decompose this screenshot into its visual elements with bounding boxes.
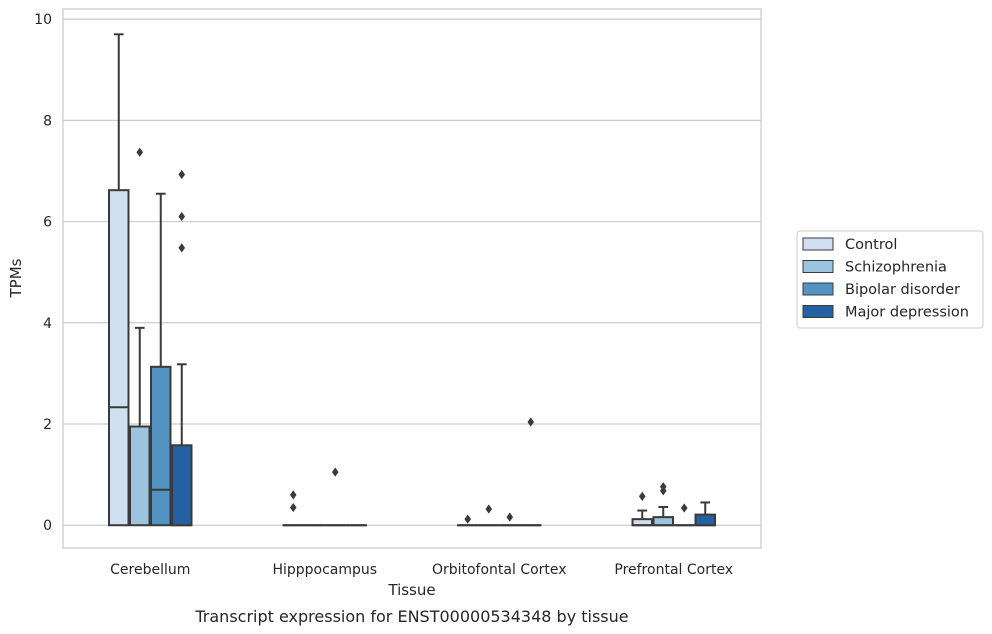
x-tick-label: Prefrontal Cortex	[614, 562, 733, 578]
x-tick-label: Orbitofontal Cortex	[432, 562, 567, 578]
outlier-point	[464, 514, 472, 524]
outlier-point	[506, 512, 514, 522]
outlier-point	[289, 490, 297, 500]
y-tick-label: 0	[43, 518, 52, 534]
x-tick-label: Cerebellum	[110, 562, 190, 578]
box-body	[129, 425, 151, 527]
plot-frame	[62, 8, 762, 549]
legend: Control Schizophrenia Bipolar disorder Majo…	[796, 230, 984, 329]
box-3-1	[652, 482, 674, 527]
outlier-point	[527, 417, 535, 427]
y-tick-label: 4	[43, 316, 52, 332]
box-3-0	[631, 491, 653, 527]
box-3-2	[673, 503, 695, 527]
box-3-3	[694, 501, 716, 527]
box-0-3	[171, 169, 193, 527]
outlier-point	[659, 482, 667, 492]
legend-swatch	[802, 237, 834, 251]
y-tick-label: 6	[43, 215, 52, 231]
y-axis-label: TPMs	[7, 258, 25, 298]
outlier-point	[289, 502, 297, 513]
box-2-3	[520, 417, 542, 527]
outlier-point	[680, 503, 688, 513]
box-1-0	[282, 490, 304, 527]
tick-labels: 0 2 4 6 8 10 Cerebellum Hipppocampus Orbitofonta…	[34, 12, 733, 578]
box-1-2	[324, 467, 346, 527]
outlier-point	[136, 147, 144, 157]
outlier-point	[331, 467, 339, 477]
legend-swatch	[802, 282, 834, 296]
box-2-0	[457, 514, 479, 527]
x-axis-label: Tissue	[387, 581, 435, 599]
outlier-point	[485, 504, 493, 514]
legend-label: Control	[845, 237, 897, 253]
y-tick-label: 8	[43, 113, 52, 129]
box-0-0	[108, 33, 130, 527]
box-body	[652, 516, 674, 527]
legend-frame	[796, 230, 984, 329]
legend-swatch	[802, 260, 834, 273]
outlier-point	[178, 211, 186, 222]
box-0-1	[129, 147, 151, 527]
outlier-point	[178, 169, 186, 180]
outlier-point	[178, 243, 186, 253]
box-body	[150, 365, 172, 527]
box-2-1	[478, 504, 500, 527]
box-body	[108, 189, 130, 527]
legend-label: Bipolar disorder	[845, 282, 960, 298]
chart-caption: Transcript expression for ENST0000053434…	[194, 607, 628, 626]
legend-swatch	[802, 305, 834, 318]
box-body	[694, 513, 716, 527]
legend-label: Major depression	[845, 305, 969, 321]
box-0-2	[150, 192, 172, 527]
box-body	[171, 444, 193, 527]
outlier-point	[638, 491, 646, 501]
boxes	[108, 33, 716, 527]
y-tick-label: 10	[34, 12, 52, 28]
legend-label: Schizophrenia	[845, 260, 947, 276]
x-tick-label: Hipppocampus	[272, 562, 377, 578]
y-tick-label: 2	[43, 417, 52, 433]
box-2-2	[499, 512, 521, 527]
